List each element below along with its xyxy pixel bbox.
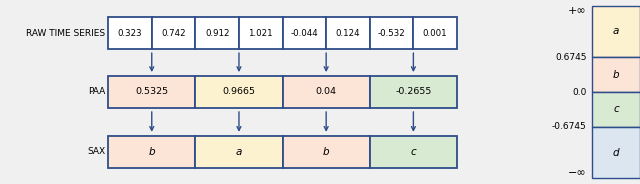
Text: 0.0: 0.0	[572, 88, 586, 96]
Text: a: a	[236, 147, 242, 157]
Text: 0.323: 0.323	[118, 29, 142, 38]
Bar	[370, 17, 413, 49]
Text: 0.6745: 0.6745	[555, 53, 586, 62]
Bar	[108, 17, 152, 49]
Text: 0.9665: 0.9665	[223, 88, 255, 96]
Bar	[593, 57, 640, 92]
Text: −∞: −∞	[568, 169, 586, 178]
Bar	[152, 17, 195, 49]
Text: b: b	[323, 147, 330, 157]
Bar	[370, 136, 457, 168]
Text: d: d	[613, 148, 620, 158]
Text: -0.2655: -0.2655	[395, 88, 431, 96]
Bar	[326, 17, 370, 49]
Text: +∞: +∞	[568, 6, 586, 15]
Bar	[370, 76, 457, 108]
Text: b: b	[148, 147, 155, 157]
Bar	[593, 6, 640, 57]
Bar	[413, 17, 457, 49]
Text: b: b	[613, 70, 620, 80]
Text: 0.001: 0.001	[423, 29, 447, 38]
Text: SAX: SAX	[87, 147, 106, 156]
Bar	[108, 76, 195, 108]
Text: -0.6745: -0.6745	[552, 122, 586, 131]
Text: 0.5325: 0.5325	[135, 88, 168, 96]
Bar	[283, 136, 370, 168]
Text: 1.021: 1.021	[248, 29, 273, 38]
Text: 0.124: 0.124	[335, 29, 360, 38]
Bar	[593, 127, 640, 178]
Text: 0.742: 0.742	[161, 29, 186, 38]
Text: c: c	[613, 104, 619, 114]
Bar	[283, 76, 370, 108]
Text: -0.044: -0.044	[291, 29, 318, 38]
Bar	[195, 17, 239, 49]
Text: a: a	[613, 26, 620, 36]
Bar	[239, 17, 283, 49]
Bar	[283, 17, 326, 49]
Text: PAA: PAA	[88, 88, 106, 96]
Text: c: c	[410, 147, 416, 157]
Text: 0.912: 0.912	[205, 29, 229, 38]
Bar	[108, 136, 195, 168]
Text: -0.532: -0.532	[378, 29, 406, 38]
Bar	[195, 136, 283, 168]
Bar	[593, 92, 640, 127]
Bar	[195, 76, 283, 108]
Text: 0.04: 0.04	[316, 88, 337, 96]
Text: RAW TIME SERIES: RAW TIME SERIES	[26, 29, 106, 38]
